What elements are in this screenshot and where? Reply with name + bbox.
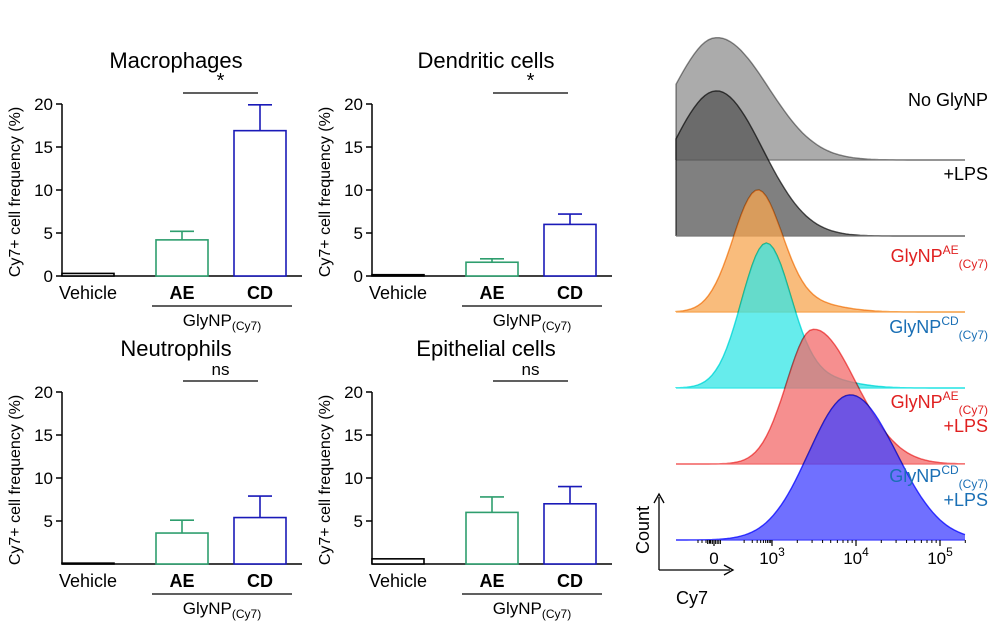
significance-label: * — [217, 70, 225, 92]
hist-tick-label: 105 — [927, 545, 953, 568]
x-tick-label: AE — [169, 571, 194, 591]
x-tick-label: AE — [479, 283, 504, 303]
series-label: GlyNPAE(Cy7) — [891, 389, 988, 417]
y-tick-label: 15 — [344, 138, 363, 157]
series-label: GlyNPCD(Cy7) — [889, 314, 988, 342]
bar-panel-1: Macrophages 0 5 10 15 20 Cy7+ cell frequency (… — [7, 48, 302, 333]
y-tick-label: 20 — [344, 95, 363, 114]
hist-tick-label: 0 — [709, 549, 718, 568]
y-axis-label: Cy7+ cell frequency (%) — [317, 107, 334, 277]
panel-title: Dendritic cells — [418, 48, 555, 73]
series-label-lps: +LPS — [943, 490, 988, 510]
x-tick-label: Vehicle — [369, 571, 427, 591]
y-tick-label: 10 — [344, 469, 363, 488]
bar-cd — [543, 223, 597, 277]
bar-panel-2: Dendritic cells 0 5 10 15 20 Cy7+ cell frequen… — [317, 48, 612, 333]
bar-vehicle — [61, 272, 115, 277]
y-tick-label: 5 — [354, 512, 363, 531]
panel-title: Epithelial cells — [416, 336, 555, 361]
x-tick-label: AE — [169, 283, 194, 303]
y-tick-label: 10 — [344, 181, 363, 200]
series-label: No GlyNP — [908, 90, 988, 110]
bar-chart-panels: Macrophages 0 5 10 15 20 Cy7+ cell frequency (… — [7, 48, 612, 621]
y-tick-label: 20 — [34, 383, 53, 402]
histogram-series-6: GlyNPCD(Cy7)+LPS — [676, 394, 988, 541]
cy7-axis-arrowhead — [723, 564, 735, 576]
group-label: GlyNP(Cy7) — [493, 599, 571, 621]
x-tick-label: Vehicle — [369, 283, 427, 303]
y-tick-label: 20 — [34, 95, 53, 114]
significance-label: ns — [522, 360, 540, 379]
group-label: GlyNP(Cy7) — [183, 599, 261, 621]
series-label: GlyNPCD(Cy7) — [889, 463, 988, 491]
series-label: +LPS — [943, 164, 988, 184]
x-tick-label: CD — [557, 571, 583, 591]
panel-title: Neutrophils — [120, 336, 231, 361]
histogram-fill — [676, 394, 965, 540]
y-tick-label: 15 — [34, 426, 53, 445]
y-tick-label: 0 — [44, 267, 53, 286]
cy7-axis-label: Cy7 — [676, 588, 708, 608]
y-tick-label: 15 — [34, 138, 53, 157]
y-tick-label: 5 — [44, 224, 53, 243]
bar-cd — [233, 129, 287, 277]
group-label: GlyNP(Cy7) — [183, 311, 261, 333]
count-axis-label: Count — [633, 506, 653, 554]
histogram-series-2: +LPS — [675, 90, 988, 237]
significance-label: * — [527, 70, 535, 92]
x-tick-label: CD — [247, 571, 273, 591]
y-axis-label: Cy7+ cell frequency (%) — [7, 107, 24, 277]
bar-vehicle — [371, 558, 425, 565]
series-label: GlyNPAE(Cy7) — [891, 243, 988, 271]
bar-panel-3: Neutrophils 5 10 15 20 Cy7+ cell frequency (%… — [7, 336, 302, 621]
x-tick-label: CD — [247, 283, 273, 303]
bar-cd — [543, 502, 597, 565]
y-tick-label: 5 — [44, 512, 53, 531]
hist-tick-label: 104 — [843, 545, 869, 568]
bar-vehicle — [61, 562, 115, 565]
y-tick-label: 10 — [34, 181, 53, 200]
bar-ae — [155, 532, 209, 565]
y-tick-label: 5 — [354, 224, 363, 243]
hist-tick-label: 103 — [759, 545, 785, 568]
bar-ae — [155, 239, 209, 277]
histogram-outline — [676, 394, 966, 541]
bar-ae — [465, 511, 519, 565]
bar-vehicle — [371, 273, 425, 277]
significance-label: ns — [212, 360, 230, 379]
x-tick-label: Vehicle — [59, 283, 117, 303]
bar-ae — [465, 261, 519, 277]
y-tick-label: 15 — [344, 426, 363, 445]
y-axis-label: Cy7+ cell frequency (%) — [7, 395, 24, 565]
count-axis-arrowhead — [653, 492, 665, 504]
y-axis-label: Cy7+ cell frequency (%) — [317, 395, 334, 565]
y-tick-label: 10 — [34, 469, 53, 488]
histogram-fill — [676, 90, 965, 237]
panel-title: Macrophages — [109, 48, 242, 73]
series-label-lps: +LPS — [943, 416, 988, 436]
bar-panel-4: Epithelial cells 5 10 15 20 Cy7+ cell frequen… — [317, 336, 612, 621]
y-tick-label: 0 — [354, 267, 363, 286]
x-tick-label: AE — [479, 571, 504, 591]
histogram-series-5: GlyNPAE(Cy7)+LPS — [676, 328, 988, 465]
histogram-panel: No GlyNP+LPSGlyNPAE(Cy7)GlyNPCD(Cy7)GlyN… — [633, 37, 988, 608]
x-tick-label: Vehicle — [59, 571, 117, 591]
x-tick-label: CD — [557, 283, 583, 303]
histogram-fill — [676, 329, 965, 464]
y-tick-label: 20 — [344, 383, 363, 402]
group-label: GlyNP(Cy7) — [493, 311, 571, 333]
bar-cd — [233, 516, 287, 565]
